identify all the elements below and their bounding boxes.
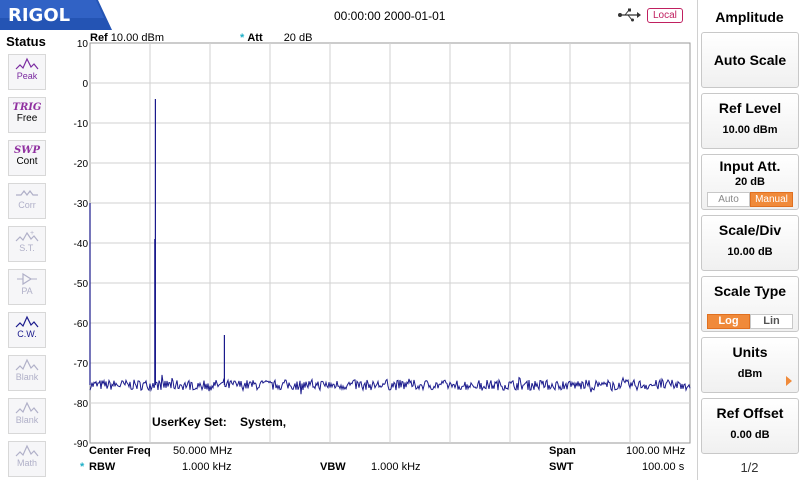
blank-icon — [15, 401, 39, 414]
ref-offset-button[interactable]: Ref Offset 0.00 dB — [701, 398, 799, 454]
status-sidebar: Status Peak TRIG Free SWP Cont Corr + S.… — [0, 32, 52, 480]
cw-icon — [15, 315, 39, 328]
status-title: Status — [6, 34, 46, 49]
status-corr-button[interactable]: Corr — [8, 183, 46, 219]
y-tick-label: -20 — [74, 159, 89, 170]
y-tick-label: 10 — [77, 39, 89, 50]
vbw-value: 1.000 kHz — [371, 461, 421, 473]
y-tick-label: -70 — [74, 359, 89, 370]
input-att-toggle: Auto Manual — [706, 189, 794, 207]
center-freq-value: 50.000 MHz — [173, 445, 233, 457]
status-blank-button-1[interactable]: Blank — [8, 355, 46, 391]
svg-text:RIGOL: RIGOL — [8, 5, 70, 26]
y-axis-tick-labels: 10 0 -10 -20 -30 -40 -50 -60 -70 -80 -90 — [74, 39, 89, 450]
y-tick-label: -30 — [74, 199, 89, 210]
rbw-value: 1.000 kHz — [182, 461, 232, 473]
status-blank-button-2[interactable]: Blank — [8, 398, 46, 434]
usb-icon — [618, 8, 641, 22]
y-tick-label: -40 — [74, 239, 89, 250]
units-button[interactable]: Units dBm — [701, 337, 799, 393]
status-st-button[interactable]: + S.T. — [8, 226, 46, 262]
peak-icon — [15, 57, 39, 70]
span-label: Span — [549, 445, 576, 457]
status-math-button[interactable]: Math — [8, 441, 46, 477]
menu-page-indicator: 1/2 — [740, 460, 759, 475]
scale-type-button[interactable]: Scale Type Log Lin — [701, 276, 799, 332]
swp-icon: SWP — [14, 145, 40, 156]
spectrum-trace — [89, 374, 691, 395]
y-tick-label: -10 — [74, 119, 89, 130]
input-att-auto-option[interactable]: Auto — [707, 192, 750, 207]
scale-type-log-option[interactable]: Log — [707, 314, 750, 329]
svg-text:+: + — [30, 230, 34, 237]
status-cw-button[interactable]: C.W. — [8, 312, 46, 348]
center-freq-label: Center Freq — [89, 445, 151, 457]
ref-level-button[interactable]: Ref Level 10.00 dBm — [701, 93, 799, 149]
swt-label: SWT — [549, 461, 574, 473]
y-tick-label: -90 — [74, 439, 89, 450]
rbw-asterisk-icon: * — [80, 461, 85, 473]
y-tick-label: -60 — [74, 319, 89, 330]
pa-icon — [17, 272, 37, 286]
spectrum-display: 10 0 -10 -20 -30 -40 -50 -60 -70 -80 -90 Ref 10.00… — [52, 32, 697, 480]
y-tick-label: -50 — [74, 279, 89, 290]
status-swp-button[interactable]: SWP Cont — [8, 140, 46, 176]
vbw-label: VBW — [320, 461, 346, 473]
amplitude-menu: Amplitude Auto Scale Ref Level 10.00 dBm… — [697, 0, 800, 480]
scale-type-lin-option[interactable]: Lin — [750, 314, 793, 329]
y-tick-label: -80 — [74, 399, 89, 410]
status-pa-button[interactable]: PA — [8, 269, 46, 305]
status-peak-button[interactable]: Peak — [8, 54, 46, 90]
input-att-button[interactable]: Input Att. 20 dB Auto Manual — [701, 154, 799, 210]
scale-type-toggle: Log Lin — [706, 311, 794, 329]
rbw-label: RBW — [89, 461, 116, 473]
input-att-manual-option[interactable]: Manual — [750, 192, 793, 207]
peak-marks — [89, 99, 225, 385]
asterisk-icon: * — [240, 32, 245, 44]
plot-grid — [89, 42, 691, 444]
math-icon — [15, 444, 39, 457]
datetime-display: 00:00:00 2000-01-01 — [334, 9, 446, 23]
auto-scale-button[interactable]: Auto Scale — [701, 32, 799, 88]
y-tick-label: 0 — [82, 79, 88, 90]
ref-level-readout: Ref 10.00 dBm — [90, 32, 164, 44]
st-icon: + — [15, 230, 39, 242]
userkey-readout: UserKey Set: System, — [152, 415, 287, 429]
swt-value: 100.00 s — [642, 461, 685, 473]
corr-icon — [16, 190, 38, 196]
trig-icon: TRIG — [12, 102, 42, 113]
status-trig-button[interactable]: TRIG Free — [8, 97, 46, 133]
header-bar: RIGOL 00:00:00 2000-01-01 Local — [0, 0, 697, 32]
attenuation-readout: * Att 20 dB — [240, 32, 313, 44]
scale-div-button[interactable]: Scale/Div 10.00 dB — [701, 215, 799, 271]
spectrum-plot: 10 0 -10 -20 -30 -40 -50 -60 -70 -80 -90 — [74, 39, 691, 450]
submenu-arrow-icon — [786, 376, 792, 386]
menu-title: Amplitude — [715, 9, 784, 25]
rigol-logo: RIGOL — [0, 0, 112, 30]
local-badge: Local — [647, 8, 683, 23]
span-value: 100.00 MHz — [626, 445, 686, 457]
blank-icon — [15, 358, 39, 371]
